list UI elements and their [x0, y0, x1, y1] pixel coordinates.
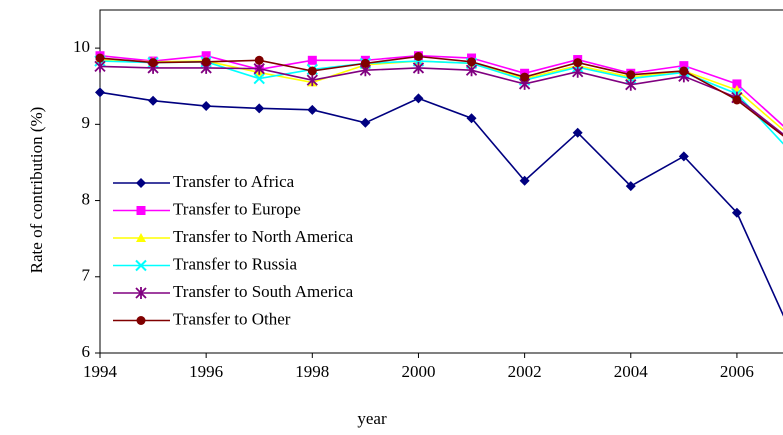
marker [731, 207, 742, 218]
marker [360, 58, 370, 68]
marker [519, 175, 530, 186]
y-tick-label: 9 [82, 113, 91, 132]
plot-frame [99, 9, 783, 354]
x-tick-label: 2006 [720, 362, 754, 381]
marker [413, 93, 424, 104]
legend: Transfer to Africa Transfer to Europe Tran… [113, 172, 354, 328]
x-axis-label: year [357, 409, 387, 428]
x-tick-label: 1998 [295, 362, 329, 381]
marker [253, 72, 265, 85]
y-tick-label: 6 [82, 342, 91, 361]
x-tick-label: 2004 [614, 362, 649, 381]
marker [467, 57, 477, 67]
legend-label: Transfer to Russia [173, 254, 297, 273]
marker [679, 61, 689, 71]
y-tick-label: 8 [82, 189, 91, 208]
x-tick-label: 1996 [189, 362, 223, 381]
marker [466, 113, 477, 124]
legend-label: Transfer to North America [173, 227, 354, 246]
marker [148, 58, 158, 68]
legend-label: Transfer to South America [173, 282, 354, 301]
series-line [99, 60, 783, 145]
marker [201, 57, 211, 67]
y-axis-label: Rate of contribution (%) [27, 107, 46, 274]
marker [572, 65, 584, 78]
marker [135, 287, 147, 299]
legend-label: Transfer to Other [173, 309, 291, 328]
marker [625, 181, 636, 192]
series-line [99, 54, 783, 127]
y-tick-label: 10 [73, 37, 90, 56]
legend-item: Transfer to Russia [113, 254, 297, 273]
marker [626, 70, 636, 80]
marker [135, 259, 147, 272]
marker [413, 51, 423, 61]
marker [307, 55, 317, 65]
marker [307, 66, 317, 76]
marker [136, 206, 146, 215]
x-tick-label: 2000 [401, 362, 435, 381]
marker [254, 103, 265, 114]
marker [520, 72, 530, 82]
legend-item: Transfer to Other [113, 309, 291, 328]
series-line [99, 55, 783, 137]
legend-label: Transfer to Africa [173, 172, 295, 191]
marker [625, 78, 637, 91]
marker [254, 55, 264, 65]
legend-item: Transfer to Europe [113, 199, 301, 218]
marker [572, 127, 583, 138]
y-tick-label: 7 [82, 266, 91, 285]
legend-item: Transfer to Africa [113, 172, 295, 191]
marker [95, 87, 105, 98]
marker [201, 51, 211, 61]
marker [412, 61, 425, 74]
legend-label: Transfer to Europe [173, 199, 301, 218]
legend-item: Transfer to North America [113, 227, 354, 246]
marker [360, 117, 371, 128]
marker [732, 95, 742, 105]
marker [136, 178, 146, 188]
x-tick-label: 2002 [508, 362, 542, 381]
marker [136, 233, 146, 242]
legend-item: Transfer to South America [113, 282, 354, 301]
marker [201, 101, 212, 112]
marker [307, 104, 318, 115]
marker [95, 53, 105, 63]
marker [136, 316, 146, 325]
marker [732, 79, 742, 89]
marker [148, 95, 159, 106]
x-tick-label: 1994 [83, 362, 118, 381]
marker [573, 58, 583, 68]
marker [679, 66, 689, 76]
series-line [99, 65, 783, 136]
series-line [99, 91, 783, 317]
marker [678, 151, 689, 162]
marker [306, 74, 318, 87]
